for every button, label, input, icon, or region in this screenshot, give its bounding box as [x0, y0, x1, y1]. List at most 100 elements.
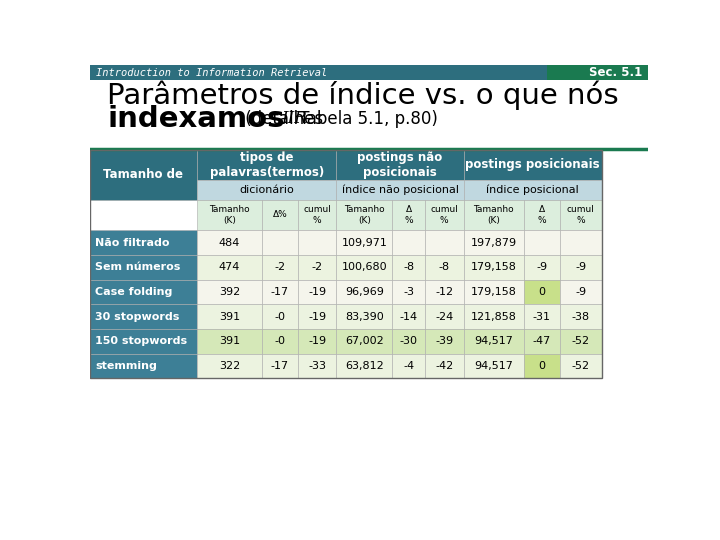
Text: 484: 484: [219, 238, 240, 248]
Text: 391: 391: [219, 336, 240, 346]
Bar: [336, 354, 392, 378]
Bar: [262, 280, 297, 304]
Bar: [524, 255, 559, 280]
Text: 63,812: 63,812: [345, 361, 384, 371]
Text: -9: -9: [575, 262, 586, 272]
Text: Tabela 5.1, p.80): Tabela 5.1, p.80): [294, 110, 438, 127]
Bar: [90, 304, 197, 329]
Bar: [464, 180, 601, 200]
Text: -38: -38: [572, 312, 590, 322]
Text: Tamanho
(K): Tamanho (K): [210, 205, 250, 225]
Text: 392: 392: [219, 287, 240, 297]
Text: 121,858: 121,858: [471, 312, 517, 322]
Text: -0: -0: [274, 336, 285, 346]
Bar: [297, 354, 336, 378]
Text: 83,390: 83,390: [345, 312, 384, 322]
Bar: [464, 329, 524, 354]
Text: 0: 0: [539, 361, 545, 371]
Bar: [392, 200, 425, 231]
Bar: [336, 329, 392, 354]
Bar: [197, 255, 262, 280]
Bar: [425, 231, 464, 255]
Bar: [392, 329, 425, 354]
Bar: [90, 150, 197, 200]
Bar: [297, 255, 336, 280]
Bar: [197, 304, 262, 329]
Bar: [297, 304, 336, 329]
Bar: [524, 231, 559, 255]
Text: postings não
posicionais: postings não posicionais: [357, 151, 443, 179]
Text: -39: -39: [435, 336, 453, 346]
Text: Δ%: Δ%: [272, 211, 287, 219]
Text: 67,002: 67,002: [345, 336, 384, 346]
Bar: [262, 304, 297, 329]
Text: -19: -19: [308, 336, 326, 346]
Text: 179,158: 179,158: [471, 287, 517, 297]
Bar: [425, 200, 464, 231]
Bar: [464, 150, 601, 180]
Text: 474: 474: [219, 262, 240, 272]
Bar: [464, 200, 524, 231]
Text: Introduction to Information Retrieval: Introduction to Information Retrieval: [96, 68, 328, 78]
Text: -52: -52: [572, 361, 590, 371]
Text: Tamanho
(K): Tamanho (K): [344, 205, 384, 225]
Bar: [559, 304, 601, 329]
Text: -52: -52: [572, 336, 590, 346]
Bar: [90, 255, 197, 280]
Text: 322: 322: [219, 361, 240, 371]
Text: -9: -9: [536, 262, 547, 272]
Text: -17: -17: [271, 361, 289, 371]
Text: -42: -42: [435, 361, 454, 371]
Text: cumul
%: cumul %: [567, 205, 595, 225]
Bar: [524, 354, 559, 378]
Bar: [392, 280, 425, 304]
Bar: [90, 80, 648, 150]
Bar: [262, 231, 297, 255]
Bar: [559, 280, 601, 304]
Bar: [297, 231, 336, 255]
Bar: [524, 304, 559, 329]
Text: 30 stopwords: 30 stopwords: [96, 312, 180, 322]
Bar: [425, 329, 464, 354]
Text: stemming: stemming: [96, 361, 157, 371]
Bar: [464, 280, 524, 304]
Text: Δ
%: Δ %: [404, 205, 413, 225]
Text: Δ
%: Δ %: [538, 205, 546, 225]
Bar: [392, 304, 425, 329]
Text: (detalhes: (detalhes: [240, 110, 328, 127]
Bar: [297, 200, 336, 231]
Bar: [90, 329, 197, 354]
Text: 96,969: 96,969: [345, 287, 384, 297]
Bar: [262, 255, 297, 280]
Bar: [559, 329, 601, 354]
Text: postings posicionais: postings posicionais: [465, 158, 600, 171]
Bar: [464, 354, 524, 378]
Text: -17: -17: [271, 287, 289, 297]
Text: -12: -12: [435, 287, 453, 297]
Text: cumul
%: cumul %: [303, 205, 331, 225]
Text: IIR: IIR: [282, 110, 307, 127]
Text: 197,879: 197,879: [471, 238, 517, 248]
Text: Sec. 5.1: Sec. 5.1: [588, 66, 642, 79]
Text: -2: -2: [312, 262, 323, 272]
Text: indexamos: indexamos: [107, 105, 284, 133]
Text: dicionário: dicionário: [239, 185, 294, 195]
Bar: [262, 329, 297, 354]
Bar: [464, 231, 524, 255]
Text: -3: -3: [403, 287, 414, 297]
Bar: [524, 329, 559, 354]
Text: -33: -33: [308, 361, 326, 371]
Bar: [197, 231, 262, 255]
Bar: [336, 255, 392, 280]
Text: 179,158: 179,158: [471, 262, 517, 272]
Bar: [392, 354, 425, 378]
Text: -47: -47: [533, 336, 551, 346]
Bar: [425, 280, 464, 304]
Bar: [197, 354, 262, 378]
Bar: [90, 280, 197, 304]
Bar: [425, 304, 464, 329]
Bar: [262, 200, 297, 231]
Bar: [90, 150, 601, 378]
Bar: [336, 304, 392, 329]
Text: 94,517: 94,517: [474, 336, 513, 346]
